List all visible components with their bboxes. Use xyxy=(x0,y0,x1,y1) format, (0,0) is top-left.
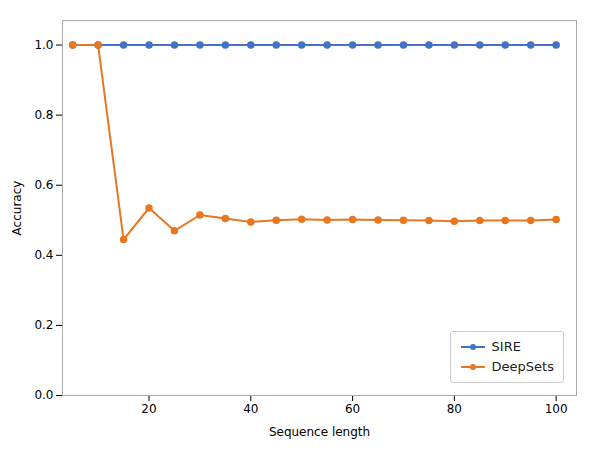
svg-text:Sequence length: Sequence length xyxy=(269,425,370,439)
svg-text:Accuracy: Accuracy xyxy=(10,181,24,236)
svg-text:0.8: 0.8 xyxy=(34,108,53,122)
svg-text:100: 100 xyxy=(545,402,568,416)
svg-text:0.4: 0.4 xyxy=(34,248,53,262)
svg-text:0.6: 0.6 xyxy=(34,178,53,192)
svg-text:40: 40 xyxy=(243,402,258,416)
svg-text:80: 80 xyxy=(447,402,462,416)
svg-text:0.0: 0.0 xyxy=(34,388,53,402)
svg-text:60: 60 xyxy=(345,402,360,416)
svg-text:20: 20 xyxy=(141,402,156,416)
svg-text:0.2: 0.2 xyxy=(34,318,53,332)
svg-text:1.0: 1.0 xyxy=(34,38,53,52)
html-text:SIRE: SIRE xyxy=(491,339,521,354)
html-text:DeepSets: DeepSets xyxy=(491,359,554,374)
